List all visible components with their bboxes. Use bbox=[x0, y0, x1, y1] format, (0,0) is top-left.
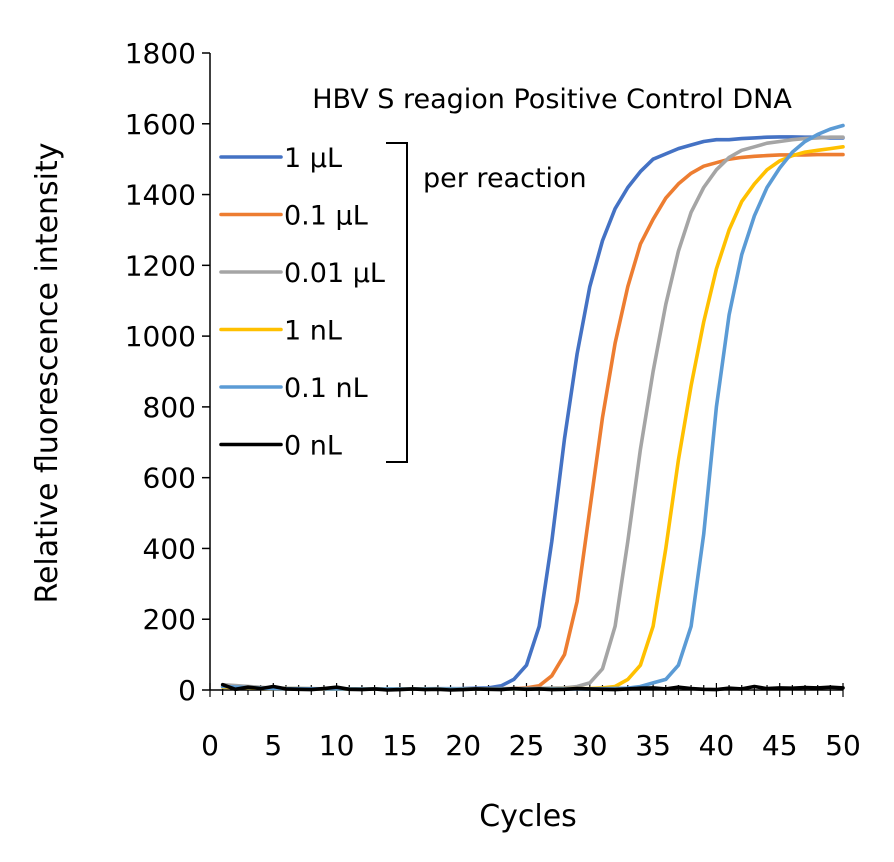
x-tick-label: 45 bbox=[762, 729, 798, 762]
y-tick-label: 400 bbox=[143, 532, 196, 565]
x-tick-label: 10 bbox=[319, 729, 355, 762]
x-ticks: 0 5 10 15 20 25 30 35 40 45 50 bbox=[201, 683, 861, 762]
legend-label: 0.1 nL bbox=[284, 373, 368, 404]
legend-label: 0.01 µL bbox=[284, 258, 385, 289]
y-tick-label: 1000 bbox=[125, 320, 196, 353]
series-lines bbox=[220, 123, 845, 692]
y-tick-label: 1800 bbox=[125, 37, 196, 70]
x-tick-label: 0 bbox=[201, 729, 219, 762]
x-tick-label: 20 bbox=[445, 729, 481, 762]
x-tick-label: 25 bbox=[509, 729, 545, 762]
legend-label: 1 nL bbox=[284, 316, 342, 347]
y-tick-label: 600 bbox=[143, 462, 196, 495]
axes: 0 200 400 600 800 1000 1200 1400 1600 1800 0 5 10 15… bbox=[125, 37, 861, 762]
legend-bracket bbox=[386, 142, 408, 463]
legend-label: 1 µL bbox=[284, 143, 342, 174]
y-tick-label: 1600 bbox=[125, 108, 196, 141]
legend: 1 µL 0.1 µL 0.01 µL 1 nL 0.1 nL 0 nL bbox=[219, 143, 385, 462]
x-tick-label: 40 bbox=[699, 729, 735, 762]
y-tick-label: 1200 bbox=[125, 249, 196, 282]
series-line bbox=[220, 682, 845, 692]
x-axis-title: Cycles bbox=[479, 799, 577, 834]
y-tick-label: 800 bbox=[143, 391, 196, 424]
y-tick-label: 200 bbox=[143, 603, 196, 636]
legend-label: 0.1 µL bbox=[284, 201, 368, 232]
x-tick-label: 50 bbox=[825, 729, 861, 762]
series-line bbox=[220, 135, 845, 691]
legend-label: 0 nL bbox=[284, 431, 342, 462]
y-ticks: 0 200 400 600 800 1000 1200 1400 1600 1800 bbox=[125, 37, 210, 707]
x-tick-label: 35 bbox=[635, 729, 671, 762]
y-tick-label: 0 bbox=[178, 674, 196, 707]
y-tick-label: 1400 bbox=[125, 179, 196, 212]
x-tick-label: 5 bbox=[264, 729, 282, 762]
x-tick-label: 30 bbox=[572, 729, 608, 762]
chart-title: HBV S reagion Positive Control DNA bbox=[312, 84, 792, 115]
y-axis-title: Relative fluorescence intensity bbox=[30, 142, 65, 603]
per-reaction-annotation: per reaction bbox=[423, 163, 587, 194]
x-tick-label: 15 bbox=[382, 729, 418, 762]
